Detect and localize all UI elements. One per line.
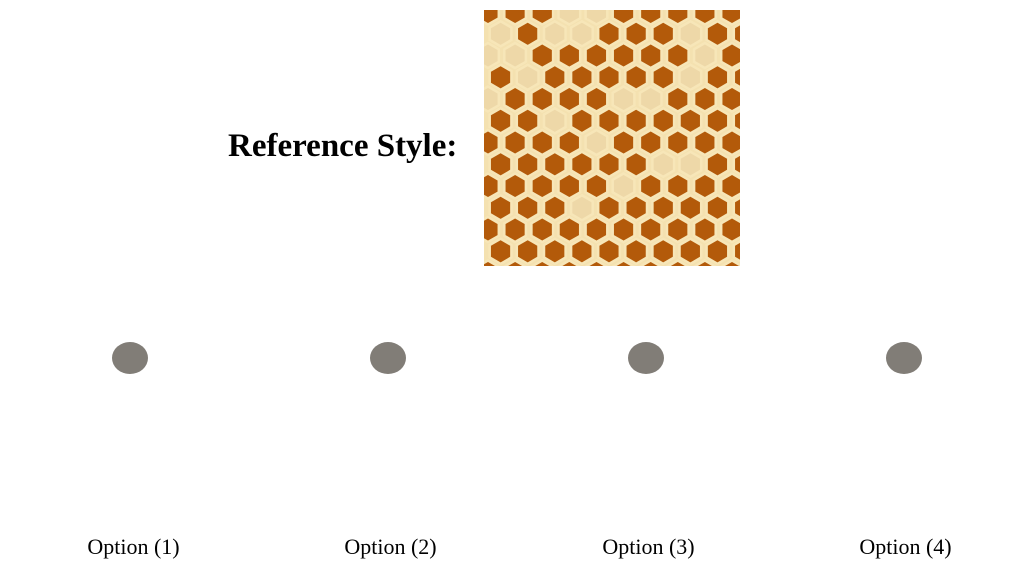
reference-style-label: Reference Style: xyxy=(228,128,458,164)
option-3-caption: Option (3) xyxy=(602,534,695,559)
option-4-caption: Option (4) xyxy=(859,534,952,559)
option-1-model-image xyxy=(0,266,255,528)
option-4-model-image xyxy=(774,266,1029,528)
option-1-caption: Option (1) xyxy=(87,534,180,559)
reference-style-swatch xyxy=(484,10,740,266)
option-2-caption: Option (2) xyxy=(344,534,437,559)
option-2-model-image xyxy=(258,266,513,528)
option-3-model-image xyxy=(516,266,771,528)
